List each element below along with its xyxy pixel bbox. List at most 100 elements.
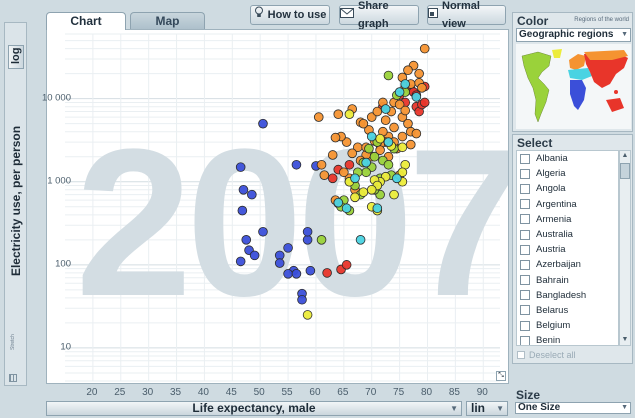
tab-map[interactable]: Map bbox=[130, 12, 205, 29]
data-point bbox=[394, 87, 405, 97]
country-checkbox[interactable] bbox=[520, 305, 530, 316]
y-axis-selector[interactable]: Electricity use, per person bbox=[8, 96, 24, 306]
x-axis-selector[interactable]: Life expectancy, male ▼ bbox=[46, 401, 462, 416]
country-label: Argentina bbox=[536, 198, 577, 210]
x-axis-label: Life expectancy, male bbox=[192, 401, 316, 415]
tab-chart[interactable]: Chart bbox=[46, 12, 126, 30]
country-checkbox[interactable] bbox=[520, 320, 530, 331]
y-scale-selector[interactable]: log bbox=[8, 45, 24, 69]
data-point bbox=[414, 68, 424, 79]
region-europe bbox=[569, 54, 586, 70]
color-selector[interactable]: Geographic regions ▼ bbox=[516, 28, 631, 42]
data-point bbox=[258, 226, 268, 237]
size-selector[interactable]: One Size ▼ bbox=[515, 402, 631, 414]
data-point bbox=[238, 185, 249, 195]
data-point bbox=[302, 310, 313, 320]
country-label: Austria bbox=[536, 244, 566, 256]
deselect-checkbox bbox=[517, 351, 525, 359]
y-axis-label: Electricity use, per person bbox=[9, 125, 23, 277]
country-item[interactable]: Belarus bbox=[517, 303, 618, 318]
data-point bbox=[241, 235, 252, 245]
x-tick-label: 70 bbox=[365, 387, 377, 398]
scroll-down-icon[interactable]: ▼ bbox=[621, 336, 629, 343]
region-map[interactable] bbox=[516, 44, 631, 129]
scatter-plot: 2007 bbox=[65, 33, 508, 382]
scrollbar[interactable]: ▲ ▼ bbox=[619, 150, 631, 346]
region-oceania bbox=[606, 98, 624, 112]
region-africa bbox=[570, 80, 586, 110]
data-point bbox=[283, 243, 293, 253]
data-point bbox=[403, 65, 413, 76]
country-checkbox[interactable] bbox=[520, 153, 530, 164]
country-checkbox[interactable] bbox=[520, 275, 530, 286]
country-checkbox[interactable] bbox=[520, 290, 530, 301]
x-scale-selector[interactable]: lin ▼ bbox=[466, 401, 508, 416]
country-checkbox[interactable] bbox=[520, 259, 530, 270]
country-item[interactable]: Algeria bbox=[517, 166, 618, 181]
country-list[interactable]: Albania Algeria Angola Argentina Armenia Aust… bbox=[516, 150, 619, 346]
data-point bbox=[247, 189, 257, 200]
data-point bbox=[361, 167, 371, 178]
y-tick-label: 10 bbox=[60, 341, 71, 353]
country-item[interactable]: Bangladesh bbox=[517, 288, 618, 303]
expand-icon[interactable]: ⤡ bbox=[496, 371, 506, 381]
country-item[interactable]: Albania bbox=[517, 151, 618, 166]
chevron-down-icon: ▼ bbox=[621, 404, 628, 411]
country-checkbox[interactable] bbox=[520, 214, 530, 225]
data-point bbox=[419, 97, 430, 108]
country-item[interactable]: Australia bbox=[517, 227, 618, 242]
data-point bbox=[291, 159, 302, 170]
country-label: Belgium bbox=[536, 320, 571, 332]
country-item[interactable]: Argentina bbox=[517, 197, 618, 212]
deselect-all-button[interactable]: Deselect all bbox=[517, 350, 576, 360]
grid-icon[interactable] bbox=[9, 374, 17, 382]
country-checkbox[interactable] bbox=[520, 335, 530, 345]
x-tick-label: 35 bbox=[169, 387, 182, 398]
data-point bbox=[313, 112, 324, 122]
country-item[interactable]: Angola bbox=[517, 181, 618, 196]
country-checkbox[interactable] bbox=[520, 199, 530, 210]
chevron-down-icon: ▼ bbox=[450, 404, 458, 413]
data-point bbox=[397, 131, 408, 142]
deselect-all-label: Deselect all bbox=[529, 350, 576, 360]
data-point bbox=[389, 189, 399, 200]
country-checkbox[interactable] bbox=[520, 244, 530, 255]
color-panel: Color Regions of the world Geographic re… bbox=[512, 12, 633, 132]
share-graph-button[interactable]: Share graph bbox=[339, 0, 419, 30]
data-point bbox=[297, 294, 307, 305]
country-item[interactable]: Austria bbox=[517, 242, 618, 257]
normal-view-label: Normal view bbox=[442, 0, 480, 30]
data-point bbox=[350, 173, 360, 184]
country-item[interactable]: Belgium bbox=[517, 318, 618, 333]
data-point bbox=[372, 106, 383, 117]
data-point bbox=[364, 143, 374, 154]
country-item[interactable]: Bahrain bbox=[517, 273, 618, 288]
data-point bbox=[400, 79, 410, 89]
country-item[interactable]: Azerbaijan bbox=[517, 257, 618, 272]
country-checkbox[interactable] bbox=[520, 183, 530, 194]
color-selected-value: Geographic regions bbox=[519, 29, 614, 40]
x-scale-value: lin bbox=[471, 401, 485, 415]
scroll-thumb[interactable] bbox=[620, 163, 630, 179]
data-point bbox=[341, 260, 352, 270]
data-point bbox=[392, 173, 402, 184]
data-point bbox=[383, 70, 394, 81]
region-americas bbox=[521, 51, 552, 123]
x-tick-label: 90 bbox=[476, 387, 488, 398]
country-checkbox[interactable] bbox=[520, 168, 530, 179]
x-tick-label: 55 bbox=[281, 387, 293, 398]
data-point bbox=[403, 118, 413, 129]
country-item[interactable]: Benin bbox=[517, 333, 618, 345]
data-point bbox=[319, 170, 330, 180]
lightbulb-icon bbox=[254, 6, 264, 24]
normal-view-button[interactable]: Normal view bbox=[427, 0, 506, 30]
stretch-label: Stretch bbox=[10, 334, 16, 350]
x-tick-label: 30 bbox=[142, 387, 154, 398]
scroll-up-icon[interactable]: ▲ bbox=[621, 152, 629, 159]
country-label: Bangladesh bbox=[536, 289, 587, 301]
country-checkbox[interactable] bbox=[520, 229, 530, 240]
how-to-use-button[interactable]: How to use bbox=[250, 5, 330, 25]
data-point bbox=[375, 133, 385, 144]
x-tick-label: 50 bbox=[253, 387, 265, 398]
country-item[interactable]: Armenia bbox=[517, 212, 618, 227]
